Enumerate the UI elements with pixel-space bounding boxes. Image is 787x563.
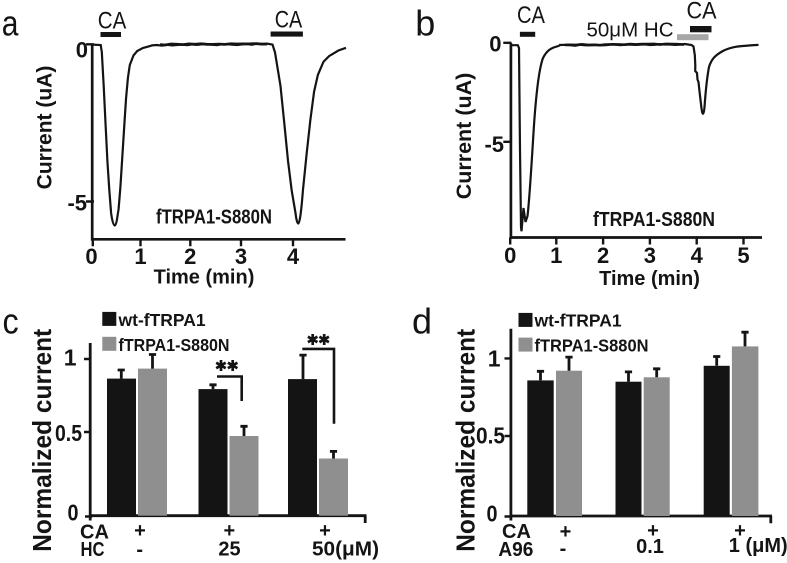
svg-text:4: 4 [691, 243, 704, 268]
svg-text:0.1: 0.1 [636, 536, 664, 558]
svg-text:50(μM): 50(μM) [312, 539, 379, 561]
svg-text:c: c [3, 300, 19, 341]
svg-text:Time (min): Time (min) [154, 267, 255, 289]
svg-text:CA: CA [80, 522, 109, 544]
svg-text:25: 25 [218, 539, 240, 561]
svg-text:5: 5 [737, 243, 749, 268]
svg-text:fTRPA1-S880N: fTRPA1-S880N [156, 207, 272, 229]
svg-text:3: 3 [235, 244, 247, 269]
svg-text:HC: HC [81, 539, 105, 561]
svg-text:1: 1 [488, 346, 501, 372]
svg-text:b: b [415, 3, 435, 44]
svg-text:+: + [223, 520, 235, 542]
svg-text:Time (min): Time (min) [599, 268, 700, 290]
svg-text:CA: CA [98, 8, 127, 35]
svg-text:+: + [560, 521, 572, 543]
svg-text:fTRPA1-S880N: fTRPA1-S880N [119, 335, 230, 355]
svg-text:0: 0 [85, 244, 97, 269]
svg-text:0: 0 [504, 243, 516, 268]
svg-text:Current (uA): Current (uA) [34, 66, 57, 190]
svg-text:-: - [136, 539, 143, 561]
svg-text:1: 1 [64, 344, 77, 370]
svg-text:3: 3 [644, 243, 656, 268]
svg-text:+: + [319, 520, 331, 542]
svg-text:0: 0 [68, 500, 79, 526]
svg-text:CA: CA [687, 0, 717, 25]
svg-text:50μM HC: 50μM HC [587, 20, 674, 42]
svg-text:2: 2 [597, 243, 609, 268]
svg-text:1: 1 [550, 243, 562, 268]
svg-text:Current (uA): Current (uA) [452, 73, 476, 200]
svg-text:d: d [412, 301, 432, 342]
svg-text:CA: CA [275, 6, 303, 33]
svg-text:CA: CA [517, 2, 545, 29]
svg-text:wt-fTRPA1: wt-fTRPA1 [118, 310, 206, 330]
svg-text:0: 0 [489, 32, 501, 57]
svg-text:Normalized current: Normalized current [27, 328, 57, 551]
svg-text:wt-fTRPA1: wt-fTRPA1 [534, 311, 622, 331]
svg-text:-: - [560, 538, 567, 560]
svg-text:+: + [647, 520, 659, 542]
svg-text:2: 2 [184, 244, 196, 269]
svg-text:1 (μM): 1 (μM) [729, 535, 787, 557]
svg-text:0: 0 [76, 38, 88, 63]
svg-text:fTRPA1-S880N: fTRPA1-S880N [593, 209, 715, 231]
svg-text:4: 4 [287, 244, 300, 269]
svg-text:Normalized current: Normalized current [451, 328, 481, 551]
svg-text:a: a [2, 3, 20, 44]
svg-text:0: 0 [487, 501, 498, 527]
svg-text:0.5: 0.5 [476, 423, 505, 449]
svg-text:-5: -5 [67, 191, 87, 216]
svg-text:+: + [134, 520, 146, 542]
svg-text:-5: -5 [484, 132, 504, 157]
svg-text:1: 1 [134, 244, 146, 269]
svg-text:A96: A96 [498, 539, 533, 561]
svg-text:CA: CA [502, 521, 531, 543]
svg-text:+: + [734, 520, 746, 542]
svg-text:0.5: 0.5 [55, 420, 82, 446]
svg-text:fTRPA1-S880N: fTRPA1-S880N [535, 336, 649, 356]
